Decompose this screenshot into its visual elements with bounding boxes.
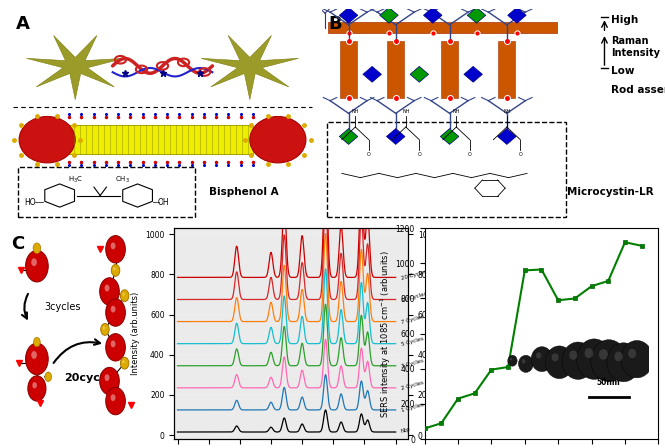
FancyBboxPatch shape <box>17 167 196 217</box>
Text: Low: Low <box>611 66 634 76</box>
Circle shape <box>122 293 124 296</box>
Polygon shape <box>464 66 482 82</box>
Circle shape <box>28 376 46 401</box>
Circle shape <box>100 367 119 395</box>
Text: 7 Cycles: 7 Cycles <box>400 314 424 325</box>
Polygon shape <box>410 66 428 82</box>
Circle shape <box>104 374 110 381</box>
Circle shape <box>31 351 37 359</box>
Circle shape <box>100 323 109 335</box>
Circle shape <box>106 299 126 326</box>
Bar <box>387 41 404 98</box>
Text: A: A <box>16 15 30 33</box>
Circle shape <box>110 242 116 249</box>
Text: 2 Cycles: 2 Cycles <box>400 380 424 391</box>
Bar <box>340 41 357 98</box>
Circle shape <box>120 290 129 302</box>
Text: 5 Cycles: 5 Cycles <box>400 336 424 347</box>
Circle shape <box>110 340 116 347</box>
Circle shape <box>45 372 52 382</box>
Polygon shape <box>27 35 124 99</box>
Polygon shape <box>339 7 358 23</box>
Text: 3cycles: 3cycles <box>45 302 81 312</box>
Text: Raman
Intensity: Raman Intensity <box>611 36 660 58</box>
Bar <box>441 41 458 98</box>
Text: 10 Cycles: 10 Cycles <box>400 292 427 303</box>
Circle shape <box>100 278 119 305</box>
Ellipse shape <box>250 116 306 163</box>
Circle shape <box>106 236 126 263</box>
Bar <box>69 125 253 155</box>
Text: O: O <box>468 152 471 157</box>
Text: 3 Cycles: 3 Cycles <box>400 358 424 369</box>
Text: OH: OH <box>158 198 170 207</box>
Polygon shape <box>363 66 382 82</box>
Text: Rod assembly: Rod assembly <box>611 85 665 95</box>
Text: B: B <box>329 15 342 33</box>
Ellipse shape <box>19 116 75 163</box>
Polygon shape <box>424 7 442 23</box>
Circle shape <box>106 388 126 415</box>
Y-axis label: Intensity (arb.units): Intensity (arb.units) <box>440 292 448 375</box>
Polygon shape <box>467 7 486 23</box>
Text: O: O <box>519 152 522 157</box>
Text: NH: NH <box>402 109 410 114</box>
Text: CH$_3$: CH$_3$ <box>114 175 130 185</box>
Circle shape <box>110 394 116 401</box>
Circle shape <box>25 343 49 375</box>
Text: HO: HO <box>24 198 35 207</box>
Y-axis label: Intensity (arb.units): Intensity (arb.units) <box>131 292 140 375</box>
Polygon shape <box>440 129 459 144</box>
Circle shape <box>122 360 124 363</box>
Polygon shape <box>201 35 299 99</box>
Bar <box>499 41 515 98</box>
Polygon shape <box>497 129 516 144</box>
Circle shape <box>104 284 110 292</box>
Text: NH: NH <box>503 109 511 114</box>
Text: Microcystin-LR: Microcystin-LR <box>567 187 654 198</box>
Text: O: O <box>367 152 370 157</box>
Text: NH: NH <box>352 109 359 114</box>
Polygon shape <box>339 129 358 144</box>
Circle shape <box>33 243 41 254</box>
Circle shape <box>110 306 116 313</box>
Circle shape <box>25 250 49 282</box>
Polygon shape <box>507 7 526 23</box>
Text: O: O <box>418 152 421 157</box>
Text: 20 Cycles: 20 Cycles <box>400 270 427 281</box>
Text: 20cycles: 20cycles <box>64 373 118 383</box>
FancyBboxPatch shape <box>327 122 566 217</box>
Circle shape <box>33 337 40 347</box>
Y-axis label: SERS intensity at 1085 cm$^{-1}$ (arb.units): SERS intensity at 1085 cm$^{-1}$ (arb.un… <box>378 250 393 418</box>
Circle shape <box>106 334 126 361</box>
Circle shape <box>120 357 129 369</box>
Circle shape <box>103 327 105 329</box>
Bar <box>329 22 557 33</box>
Circle shape <box>114 267 116 271</box>
Polygon shape <box>386 129 405 144</box>
Text: 1 Cycles: 1 Cycles <box>400 402 424 414</box>
Text: High: High <box>611 15 638 25</box>
Circle shape <box>33 382 37 388</box>
Polygon shape <box>380 7 398 23</box>
Text: Bisphenol A: Bisphenol A <box>209 187 279 198</box>
Text: NH: NH <box>453 109 460 114</box>
Circle shape <box>111 264 120 276</box>
Circle shape <box>31 258 37 266</box>
Text: H$_3$C: H$_3$C <box>68 175 82 185</box>
Text: Ntp: Ntp <box>400 426 411 434</box>
Text: C: C <box>11 235 25 253</box>
